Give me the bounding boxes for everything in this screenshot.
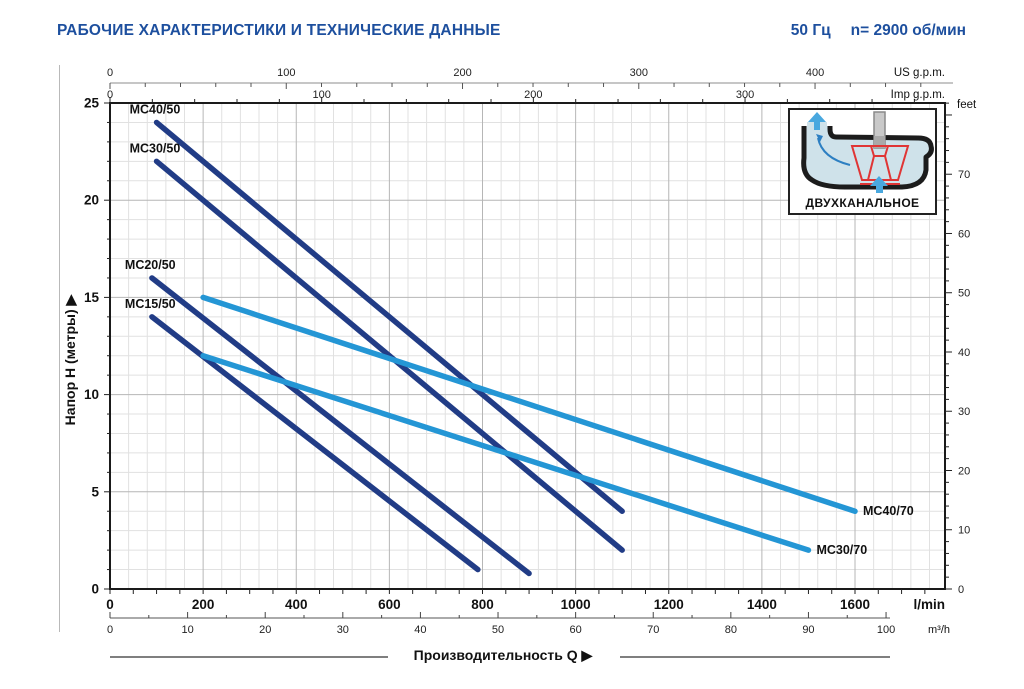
axis-text: 25 xyxy=(84,96,100,111)
axis-text: 90 xyxy=(802,624,814,636)
axis-text: 200 xyxy=(524,89,542,101)
axis-text: 15 xyxy=(84,290,100,305)
pump-impeller-diagram xyxy=(801,111,934,193)
axis-text: 0 xyxy=(107,89,113,101)
series-label-MC40/70: MC40/70 xyxy=(863,504,914,518)
x-axis-title: Производительность Q ▶ xyxy=(414,647,594,663)
series-labels: MC40/50 MC30/50 MC20/50 MC15/50 MC40/70 MC30/… xyxy=(125,102,914,557)
frequency-label: 50 Гц xyxy=(790,22,831,39)
axis-text: 40 xyxy=(414,624,426,636)
axis-text: 30 xyxy=(958,406,970,418)
x-axis-us-gpm xyxy=(109,82,953,89)
axis-text: 80 xyxy=(725,624,737,636)
figure-left-border xyxy=(59,65,60,632)
axis-text: 0 xyxy=(107,67,113,79)
flow-up-arrow-icon xyxy=(808,112,826,130)
curves xyxy=(149,119,858,577)
axis-text: 50 xyxy=(958,288,970,300)
axis-text: 1200 xyxy=(654,597,684,612)
speed-label: n= 2900 об/мин xyxy=(850,22,966,39)
axis-text: 0 xyxy=(91,582,99,597)
axis-text: 50 xyxy=(492,624,504,636)
axis-text: 100 xyxy=(877,624,895,636)
axis-text: 1000 xyxy=(561,597,591,612)
axis-text: 200 xyxy=(192,597,215,612)
axis-text: 10 xyxy=(958,525,970,537)
axis-text: 70 xyxy=(958,169,970,181)
axis-text: 20 xyxy=(259,624,271,636)
axis-text: US g.p.m. xyxy=(894,67,945,79)
y-axis-feet xyxy=(945,102,952,590)
axis-text: 0 xyxy=(958,584,964,596)
axis-text: 1400 xyxy=(747,597,777,612)
impeller-inset-box: ДВУХКАНАЛЬНОЕ xyxy=(788,108,937,215)
axis-text: 100 xyxy=(277,67,295,79)
axis-text: 5 xyxy=(91,484,99,499)
axis-text: 10 xyxy=(181,624,193,636)
series-label-MC15/50: MC15/50 xyxy=(125,297,176,311)
xlabel-bg xyxy=(388,646,620,663)
x-axis-us-gpm-labels: 0 100 200 300 400 US g.p.m. xyxy=(107,67,945,79)
axis-text: 40 xyxy=(958,347,970,359)
axis-text: 20 xyxy=(84,193,99,208)
axis-text: 30 xyxy=(337,624,349,636)
y-axis-title: Напор H (метры) ▶ xyxy=(62,293,78,425)
curve-MC20/50 xyxy=(149,275,532,577)
flow-curve-arrowhead xyxy=(816,134,823,142)
impeller-type-label: ДВУХКАНАЛЬНОЕ xyxy=(805,196,920,210)
flow-curve-arrow-icon xyxy=(817,137,851,166)
axis-text: 60 xyxy=(958,228,970,240)
x-axis-imp-gpm xyxy=(109,97,915,103)
y-axis-meters-labels: 0 5 10 15 20 25 xyxy=(84,96,100,597)
x-axis-lmin-labels: 0 200 400 600 800 1000 1200 1400 1600 l/min xyxy=(106,597,945,612)
x-axis-lmin xyxy=(109,589,926,594)
curve-MC40/70 xyxy=(200,294,858,514)
axis-text: 60 xyxy=(570,624,582,636)
x-axis-imp-gpm-labels: 0 100 200 300 Imp g.p.m. xyxy=(107,89,945,101)
series-label-MC30/50: MC30/50 xyxy=(130,141,181,155)
axis-text: 300 xyxy=(630,67,648,79)
axis-text: 1600 xyxy=(840,597,870,612)
x-axis-m3h-labels: 0 10 20 30 40 50 60 70 80 90 100 m³/h xyxy=(107,624,950,636)
curve-MC40/50 xyxy=(153,119,625,514)
plot-border xyxy=(109,102,946,590)
inlet-up-arrow-icon xyxy=(870,176,888,193)
series-label-MC30/70: MC30/70 xyxy=(816,543,867,557)
axis-text: l/min xyxy=(913,597,945,612)
axis-text: 600 xyxy=(378,597,401,612)
axis-text: Imp g.p.m. xyxy=(891,89,945,101)
axis-text: m³/h xyxy=(928,624,950,636)
axis-text: feet xyxy=(957,99,977,111)
curve-MC30/70 xyxy=(200,352,812,553)
axis-text: 400 xyxy=(806,67,824,79)
pump-shaft-hub xyxy=(874,136,885,148)
axis-text: 70 xyxy=(647,624,659,636)
axis-text: 200 xyxy=(453,67,471,79)
axis-text: 800 xyxy=(471,597,494,612)
axis-text: 0 xyxy=(107,624,113,636)
axis-text: 20 xyxy=(958,465,970,477)
axis-text: 10 xyxy=(84,387,99,402)
axis-text: 400 xyxy=(285,597,308,612)
page-title: РАБОЧИЕ ХАРАКТЕРИСТИКИ И ТЕХНИЧЕСКИЕ ДАН… xyxy=(57,22,501,39)
frequency-speed-header: 50 Гц n= 2900 об/мин xyxy=(791,22,966,40)
y-axis-meters xyxy=(104,102,110,590)
axis-text: 300 xyxy=(736,89,754,101)
axis-text: 100 xyxy=(312,89,330,101)
axis-text: 0 xyxy=(106,597,114,612)
y-axis-feet-labels: 0 10 20 30 40 50 60 70 feet xyxy=(957,99,977,596)
x-axis-m3h xyxy=(109,612,890,619)
series-label-MC20/50: MC20/50 xyxy=(125,258,176,272)
series-label-MC40/50: MC40/50 xyxy=(130,102,181,116)
